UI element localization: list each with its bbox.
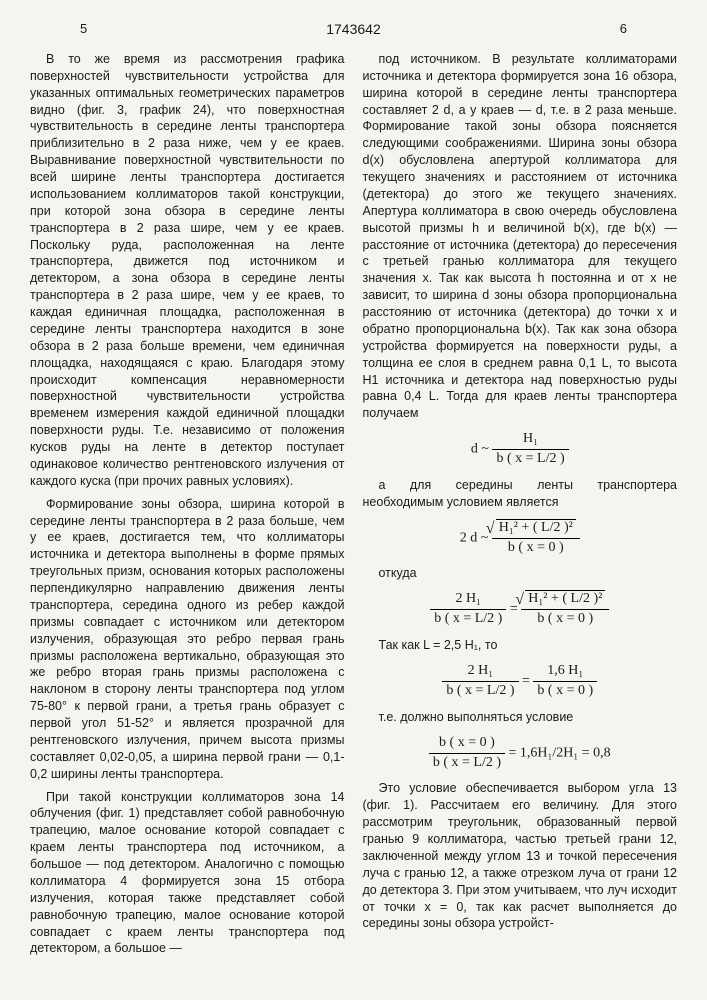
f1-num: H₁ <box>492 430 568 450</box>
f4-rnum: 1,6 H₁ <box>533 662 597 682</box>
formula-4: 2 H₁ b ( x = L/2 ) = 1,6 H₁ b ( x = 0 ) <box>363 662 678 701</box>
right-p5: т.е. должно выполняться условие <box>363 709 678 726</box>
formula-5: b ( x = 0 ) b ( x = L/2 ) = 1,6H₁/2H₁ = … <box>363 734 678 773</box>
right-p3: откуда <box>363 565 678 582</box>
formula-1: d ~ H₁ b ( x = L/2 ) <box>363 430 678 469</box>
f3-lnum: 2 H₁ <box>430 590 506 610</box>
page-left: 5 <box>80 20 87 39</box>
formula-3: 2 H₁ b ( x = L/2 ) = H₁² + ( L/2 )² b ( … <box>363 590 678 629</box>
right-p2: а для середины ленты транспортера необхо… <box>363 477 678 511</box>
f3-lden: b ( x = L/2 ) <box>430 610 506 629</box>
f1-den: b ( x = L/2 ) <box>492 450 568 469</box>
f3-rden: b ( x = 0 ) <box>521 610 609 629</box>
left-p3: При такой конструкции коллиматоров зона … <box>30 789 345 958</box>
f1-lhs: d ~ <box>471 442 489 457</box>
f2-num: H₁² + ( L/2 )² <box>496 519 576 535</box>
f4-eq: = <box>522 674 533 689</box>
page-right: 6 <box>620 20 627 39</box>
f2-den: b ( x = 0 ) <box>492 539 580 558</box>
f3-rnum: H₁² + ( L/2 )² <box>525 590 605 606</box>
f4-lden: b ( x = L/2 ) <box>442 682 518 701</box>
f5-den: b ( x = L/2 ) <box>429 754 505 773</box>
f2-lhs: 2 d ~ <box>460 530 489 545</box>
f4-rden: b ( x = 0 ) <box>533 682 597 701</box>
right-column: под источником. В результате коллиматора… <box>363 51 678 963</box>
f4-lnum: 2 H₁ <box>442 662 518 682</box>
f5-num: b ( x = 0 ) <box>429 734 505 754</box>
left-column: В то же время из рассмотрения графика по… <box>30 51 345 963</box>
f5-rhs: = 1,6H₁/2H₁ = 0,8 <box>509 745 611 760</box>
formula-2: 2 d ~ H₁² + ( L/2 )² b ( x = 0 ) <box>363 519 678 558</box>
left-p2: Формирование зоны обзора, ширина которой… <box>30 496 345 783</box>
page-header: 5 1743642 6 <box>30 20 677 39</box>
right-p6: Это условие обеспечивается выбором угла … <box>363 780 678 932</box>
text-columns: В то же время из рассмотрения графика по… <box>30 51 677 963</box>
right-p1: под источником. В результате коллиматора… <box>363 51 678 422</box>
doc-number: 1743642 <box>87 20 620 39</box>
left-p1: В то же время из рассмотрения графика по… <box>30 51 345 490</box>
right-p4: Так как L = 2,5 H₁, то <box>363 637 678 654</box>
